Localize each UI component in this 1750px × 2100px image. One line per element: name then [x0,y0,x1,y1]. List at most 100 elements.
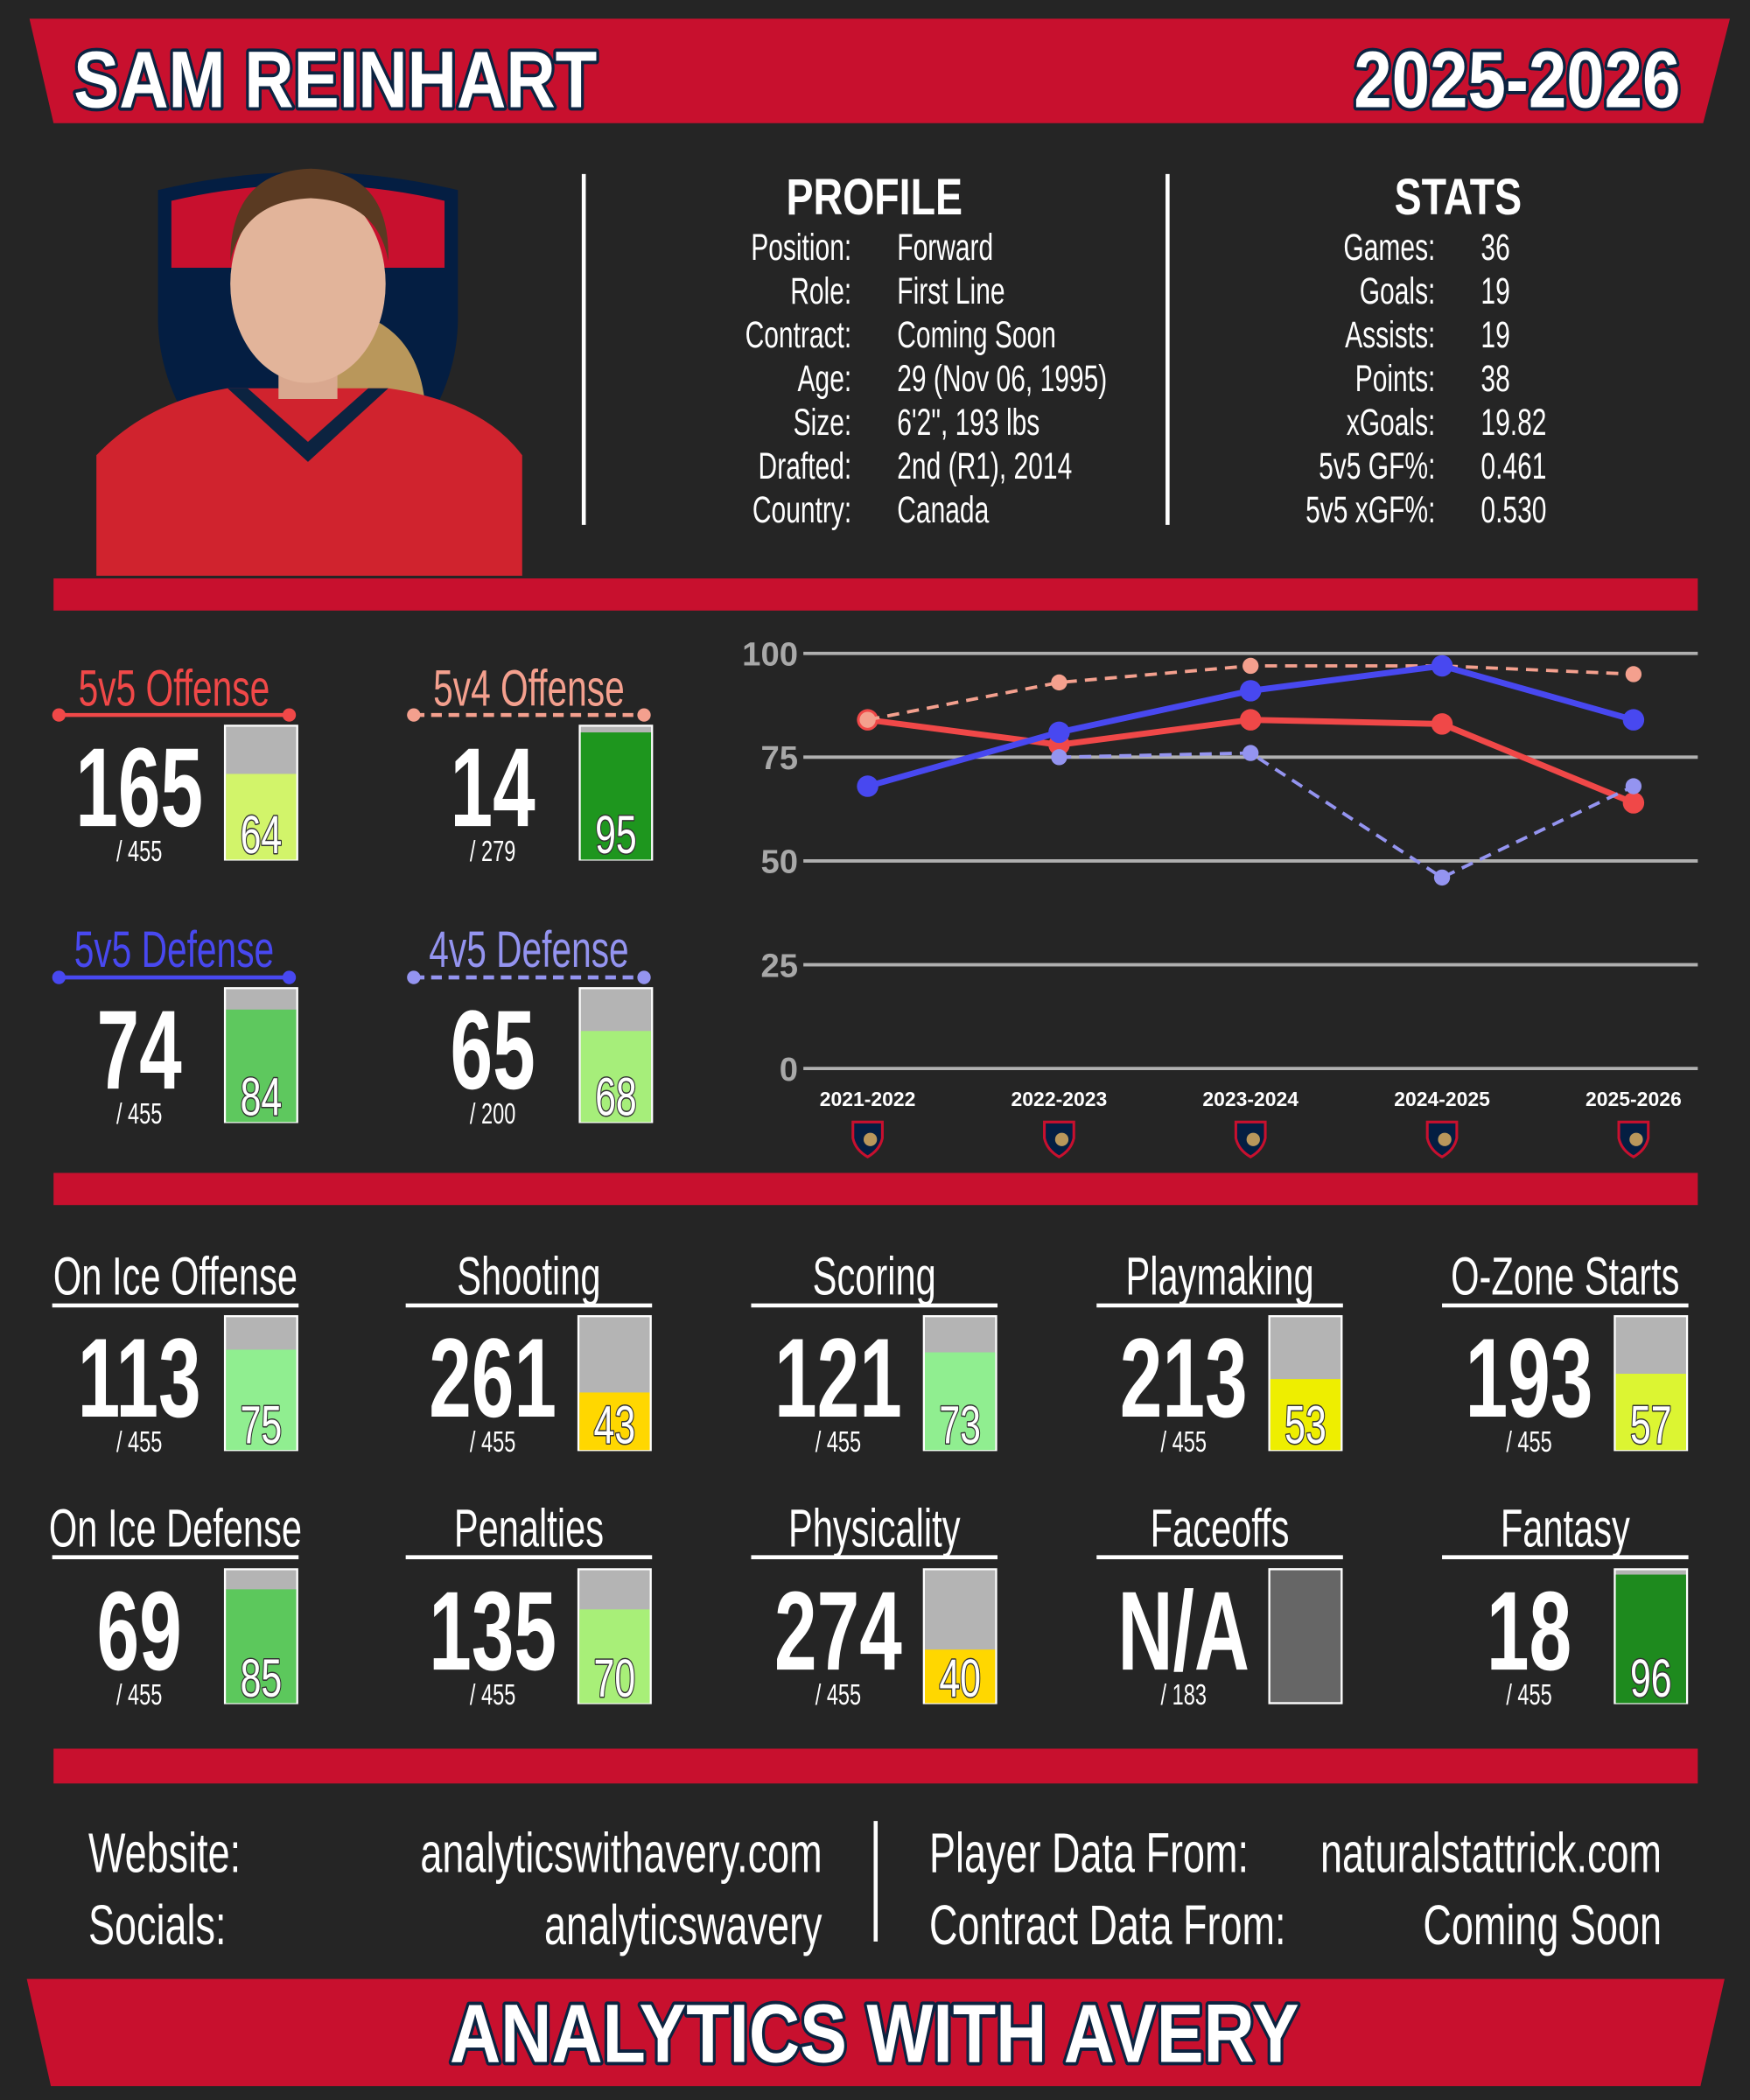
y-tick-label: 75 [760,739,798,777]
field-label: Points: [1355,358,1436,400]
rank-total: / 455 [116,1098,162,1130]
section-band [53,1748,1698,1784]
gauge-fill [1615,1574,1686,1704]
series-point [1433,869,1451,886]
legend-dot [407,708,421,722]
rank-total: / 455 [116,1426,162,1459]
footer-value: Coming Soon [1423,1894,1662,1956]
x-tick-label: 2021-2022 [820,1088,916,1110]
rank: 14 [451,726,536,851]
field-value: 19.82 [1480,402,1546,444]
legend-label: 4v5 Defense [429,921,628,978]
series-point [1622,709,1645,731]
gauge-value: 64 [241,805,283,864]
field-label: xGoals: [1347,402,1436,444]
footer-label: Website: [88,1821,241,1884]
gauge-value: 73 [939,1396,981,1455]
section-title: PROFILE [786,169,962,226]
team-logo-mark [1246,1132,1260,1146]
series-point [1048,721,1070,744]
hair [230,168,388,262]
field-value: Coming Soon [897,314,1056,356]
metric-name: Penalties [454,1500,604,1559]
rank-total: / 455 [1506,1679,1551,1712]
gauge-value: 96 [1630,1648,1672,1708]
footer-value: naturalstattrick.com [1320,1821,1662,1884]
series-point [1242,745,1259,761]
gauge-value: 84 [241,1068,283,1127]
field-label: Assists: [1345,314,1435,356]
legend-dot [407,970,421,984]
gauge-fill [1615,1374,1686,1451]
field-value: 0.461 [1480,445,1546,487]
legend-label: 5v4 Offense [433,660,625,717]
top-banner [29,18,1731,123]
legend-dot [282,970,297,984]
section-title: STATS [1395,169,1522,226]
field-label: Size: [794,402,852,444]
series-point [1625,778,1642,794]
series-point [857,775,878,797]
rank-total: / 455 [470,1679,515,1712]
field-value: 38 [1480,358,1509,400]
gauge-fill [226,774,297,860]
metric-name: O-Zone Starts [1451,1248,1679,1307]
field-label: Position: [751,227,851,269]
rank: 65 [451,988,536,1113]
field-label: 5v5 GF%: [1319,445,1435,487]
field-value: 19 [1480,314,1509,356]
rank-total: / 455 [816,1426,861,1459]
rank-total: / 455 [116,836,162,868]
series-point [1622,792,1645,814]
metric-name: On Ice Defense [49,1500,302,1559]
y-tick-label: 100 [742,636,798,674]
metric-name: Fantasy [1501,1500,1631,1559]
series-point [1431,654,1453,677]
gauge-empty [1268,1568,1343,1704]
field-value: 0.530 [1480,489,1546,531]
brand: ANALYTICS WITH AVERY [450,1986,1299,2080]
bottom-banner [26,1978,1725,2087]
legend-dot [282,708,297,722]
legend-label: 5v5 Defense [74,921,274,978]
legend-dot [637,970,651,984]
field-value: Forward [897,227,993,269]
legend-dot [52,708,66,722]
gauge-value: 57 [1630,1396,1672,1455]
rank-total: / 183 [1161,1679,1207,1712]
gauge-value: 75 [241,1396,283,1455]
field-label: Role: [790,270,851,312]
metric-name: Physicality [788,1500,961,1559]
field-value: 29 (Nov 06, 1995) [897,358,1107,400]
metric-name: Playmaking [1125,1248,1313,1307]
rank: 165 [75,726,203,851]
series-point [1051,674,1068,691]
rank: 213 [1120,1316,1248,1441]
section-band [53,1172,1698,1206]
section-band [53,578,1698,611]
gauge-fill [226,1009,297,1123]
field-label: 5v5 xGF%: [1306,489,1435,531]
field-label: Country: [752,489,851,531]
gauge-fill [579,1609,650,1704]
rank-total: / 455 [1161,1426,1207,1459]
rank-total: / 455 [816,1679,861,1712]
team-logo-mark [1054,1132,1069,1146]
jersey [96,388,522,576]
player-name: SAM REINHART [74,36,597,125]
x-tick-label: 2022-2023 [1012,1088,1108,1110]
rank-total: / 455 [116,1679,162,1712]
metric-name: Scoring [813,1248,936,1307]
field-value: 36 [1480,227,1509,269]
legend-dot [52,970,66,984]
x-tick-label: 2023-2024 [1202,1088,1298,1110]
field-value: 6'2", 193 lbs [897,402,1040,444]
rank: 18 [1487,1570,1572,1695]
team-logo-mark [863,1132,878,1146]
field-label: Goals: [1360,270,1436,312]
rank: 261 [429,1316,556,1441]
gauge-fill [1270,1379,1341,1451]
field-label: Drafted: [759,445,852,487]
rank-total: / 455 [1506,1426,1551,1459]
rank: 274 [774,1570,902,1695]
